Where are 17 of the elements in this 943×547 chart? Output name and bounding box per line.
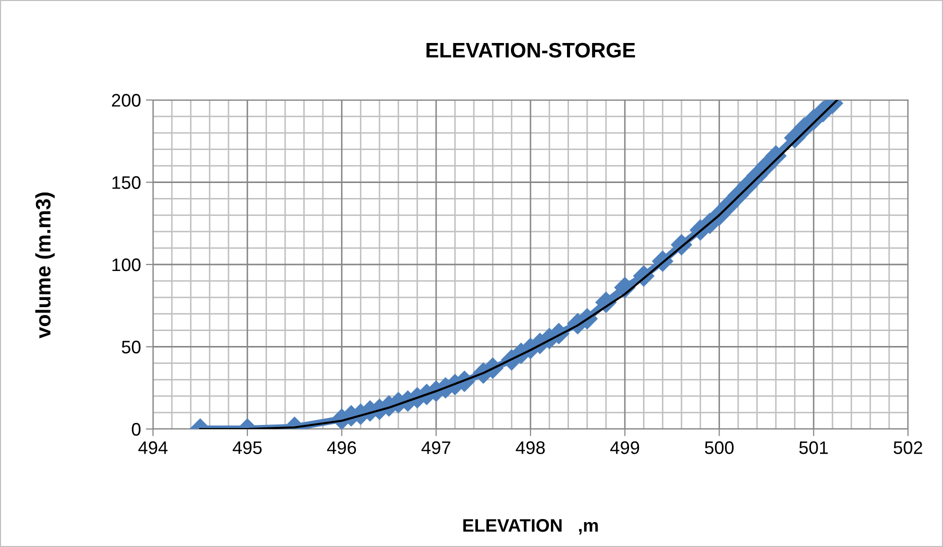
x-tick-label: 495 — [232, 441, 262, 454]
y-axis-title: volume (m.m3) — [35, 192, 55, 338]
x-tick-label: 499 — [610, 441, 640, 454]
x-tick-label: 500 — [704, 441, 734, 454]
chart-title: ELEVATION-STORGE — [426, 42, 636, 58]
y-tick-label: 200 — [112, 94, 140, 107]
y-tick-label: 150 — [112, 176, 140, 189]
y-tick-label: 0 — [132, 422, 140, 436]
x-tick-label: 502 — [894, 441, 922, 454]
x-tick-label: 498 — [516, 441, 545, 454]
x-axis-title: ELEVATION ,m — [463, 519, 598, 534]
x-tick-label: 494 — [138, 441, 168, 454]
x-tick-label: 497 — [421, 441, 450, 454]
x-tick-label: 501 — [799, 441, 828, 454]
y-tick-label: 50 — [122, 340, 140, 354]
y-tick-label: 100 — [112, 258, 140, 272]
x-tick-label: 496 — [327, 441, 356, 454]
